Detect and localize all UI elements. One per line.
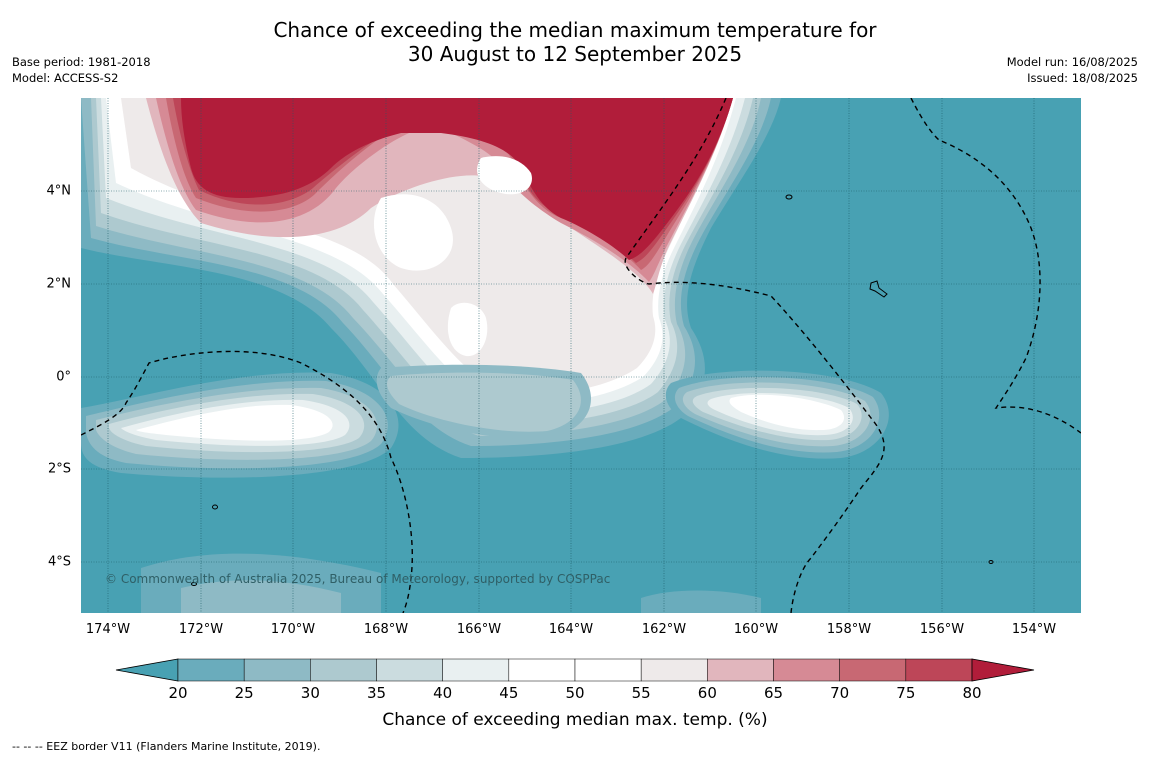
lon-label-162w: 162°W <box>641 622 687 637</box>
meta-right: Model run: 16/08/2025 Issued: 18/08/2025 <box>1007 54 1138 86</box>
lon-label-168w: 168°W <box>363 622 409 637</box>
west-equatorial-region <box>81 372 399 478</box>
title-line-1: Chance of exceeding the median maximum t… <box>273 18 877 42</box>
issued-date: Issued: 18/08/2025 <box>1027 71 1138 85</box>
colorbar-tick-label: 70 <box>830 684 850 702</box>
graticule <box>81 98 1081 613</box>
lon-label-164w: 164°W <box>548 622 594 637</box>
colorbar-extend-high <box>971 658 1035 682</box>
colorbar-tick-label: 20 <box>168 684 188 702</box>
colorbar-tick-label: 30 <box>300 684 320 702</box>
eez-borders <box>81 98 1081 613</box>
lat-label-0: 0° <box>56 369 71 385</box>
colorbar <box>115 658 1035 682</box>
colorbar-tick-label: 40 <box>433 684 453 702</box>
lon-label-174w: 174°W <box>85 622 131 637</box>
colorbar-segment <box>839 658 907 682</box>
colorbar-tick-label: 50 <box>565 684 585 702</box>
lon-label-156w: 156°W <box>919 622 965 637</box>
colorbar-segment <box>773 658 840 682</box>
colorbar-extend-low <box>115 658 179 682</box>
islands <box>191 194 994 586</box>
colorbar-tick-label: 80 <box>962 684 982 702</box>
colorbar-tick-label: 60 <box>697 684 717 702</box>
lon-label-154w: 154°W <box>1011 622 1057 637</box>
colorbar-tick-label: 75 <box>896 684 916 702</box>
lon-label-172w: 172°W <box>178 622 224 637</box>
colorbar-segment <box>442 658 510 682</box>
copyright-notice: © Commonwealth of Australia 2025, Bureau… <box>105 572 611 586</box>
east-equatorial-region <box>665 370 889 459</box>
colorbar-segment <box>376 658 443 682</box>
colorbar-segment <box>310 658 377 682</box>
colorbar-tick-label: 45 <box>499 684 519 702</box>
base-period: Base period: 1981-2018 <box>12 55 151 69</box>
map-svg <box>81 98 1081 613</box>
colorbar-segment <box>508 658 576 682</box>
colorbar-segment <box>243 658 311 682</box>
colorbar-tick-label: 55 <box>631 684 651 702</box>
colorbar-tick-label: 65 <box>763 684 784 702</box>
map-canvas <box>81 98 1081 613</box>
lon-label-160w: 160°W <box>733 622 779 637</box>
colorbar-segment <box>905 658 973 682</box>
colorbar-segment <box>177 658 245 682</box>
colorbar-segment <box>707 658 774 682</box>
title-line-2: 30 August to 12 September 2025 <box>407 42 743 66</box>
model-run: Model run: 16/08/2025 <box>1006 55 1138 69</box>
colorbar-label: Chance of exceeding median max. temp. (%… <box>382 710 768 730</box>
map-title: Chance of exceeding the median maximum t… <box>0 18 1150 66</box>
colorbar-tick-label: 25 <box>234 684 254 702</box>
lat-label-2s: 2°S <box>47 461 71 477</box>
colorbar-segment <box>574 658 642 682</box>
lon-label-166w: 166°W <box>456 622 502 637</box>
colorbar-tick-label: 35 <box>366 684 387 702</box>
colorbar-segment <box>640 658 708 682</box>
lat-label-4s: 4°S <box>47 554 71 570</box>
lon-label-158w: 158°W <box>826 622 872 637</box>
lon-label-170w: 170°W <box>270 622 316 637</box>
northern-warm-region <box>81 98 781 458</box>
lat-label-4n: 4°N <box>46 183 72 199</box>
meta-left: Base period: 1981-2018 Model: ACCESS-S2 <box>12 54 151 86</box>
lat-label-2n: 2°N <box>46 276 72 292</box>
eez-footnote: -- -- -- EEZ border V11 (Flanders Marine… <box>12 740 321 753</box>
model-name: Model: ACCESS-S2 <box>12 71 119 85</box>
